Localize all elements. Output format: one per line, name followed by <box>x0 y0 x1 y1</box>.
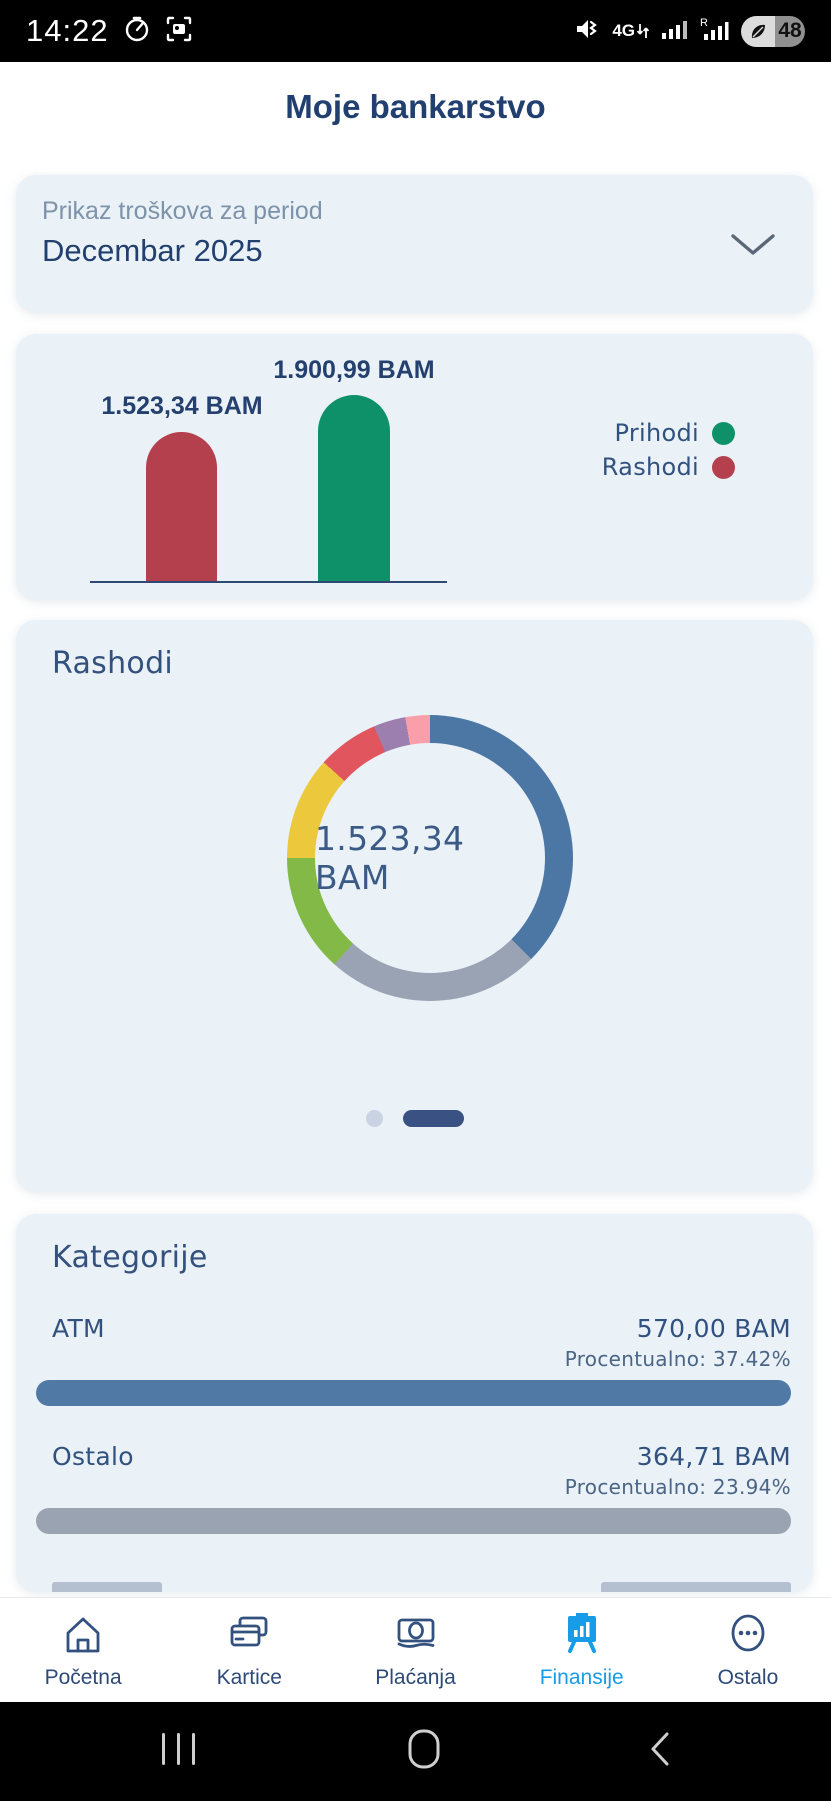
income-expense-bar-chart: 1.523,34 BAM 1.900,99 BAM Prihodi Rashod… <box>16 334 813 600</box>
clipped-row-fragment <box>601 1582 791 1592</box>
nav-item-finansije[interactable]: Finansije <box>499 1598 665 1703</box>
battery-icon: 48 <box>741 15 805 47</box>
category-progress-track <box>36 1380 791 1406</box>
donut-total: 1.523,34 BAM <box>315 819 465 897</box>
legend-dot-red <box>712 455 735 479</box>
nav-item-ostalo[interactable]: Ostalo <box>665 1598 831 1703</box>
screen-capture-icon <box>165 15 193 48</box>
home-icon <box>60 1610 106 1658</box>
volume-muted-icon <box>574 16 600 47</box>
legend-dot-green <box>712 421 735 445</box>
chevron-down-icon[interactable] <box>729 231 777 264</box>
bottom-navigation: Početna Kartice Plaćanja Finansije Ostal… <box>0 1597 831 1703</box>
chart-baseline <box>90 581 447 583</box>
period-selector-value: Decembar 2025 <box>42 233 263 268</box>
home-pill-icon[interactable] <box>407 1728 441 1775</box>
timer-icon <box>123 15 151 48</box>
carousel-page-indicator <box>16 1110 813 1127</box>
more-dots-icon <box>725 1610 771 1658</box>
legend-item-rashodi: Rashodi <box>602 452 735 482</box>
status-bar: 14:22 4G R 48 <box>0 0 831 62</box>
chart-board-icon <box>559 1610 605 1658</box>
categories-card: Kategorije ATM 570,00 BAM Procentualno: … <box>16 1214 813 1592</box>
network-4g-icon: 4G <box>612 20 649 42</box>
clock-time: 14:22 <box>26 13 109 48</box>
power-saving-leaf-icon <box>751 24 765 38</box>
page-pill-active[interactable] <box>402 1110 464 1127</box>
signal-icon <box>661 17 687 46</box>
donut-card-title: Rashodi <box>52 646 174 681</box>
period-selector[interactable]: Prikaz troškova za period Decembar 2025 <box>16 175 813 313</box>
income-bar-value: 1.900,99 BAM <box>273 356 435 384</box>
expenses-donut-card: Rashodi 1.523,34 BAM <box>16 620 813 1192</box>
income-bar[interactable] <box>318 395 390 581</box>
battery-percent: 48 <box>775 15 805 47</box>
back-icon[interactable] <box>649 1731 671 1772</box>
expense-bar[interactable] <box>146 432 217 581</box>
donut-ring[interactable]: 1.523,34 BAM <box>287 715 573 1001</box>
donut-hole: 1.523,34 BAM <box>315 743 545 973</box>
roaming-label: R <box>700 17 708 29</box>
clipped-row-fragment <box>52 1582 162 1592</box>
chart-legend: Prihodi Rashodi <box>602 418 735 482</box>
categories-title: Kategorije <box>52 1240 208 1275</box>
signal-r-icon: R <box>699 16 729 47</box>
android-navigation-bar <box>0 1702 831 1801</box>
period-selector-label: Prikaz troškova za period <box>42 197 323 225</box>
category-progress-track <box>36 1508 791 1534</box>
banknote-icon <box>393 1610 439 1658</box>
page-dot-inactive[interactable] <box>365 1110 383 1127</box>
cards-icon <box>226 1610 272 1658</box>
nav-item-pocetna[interactable]: Početna <box>0 1598 166 1703</box>
expense-bar-value: 1.523,34 BAM <box>101 392 263 420</box>
clipped-category-row <box>52 1582 791 1592</box>
nav-item-placanja[interactable]: Plaćanja <box>332 1598 498 1703</box>
legend-item-prihodi: Prihodi <box>602 418 735 448</box>
recents-icon[interactable] <box>160 1731 198 1772</box>
page-title: Moje bankarstvo <box>285 88 546 125</box>
nav-item-kartice[interactable]: Kartice <box>166 1598 332 1703</box>
